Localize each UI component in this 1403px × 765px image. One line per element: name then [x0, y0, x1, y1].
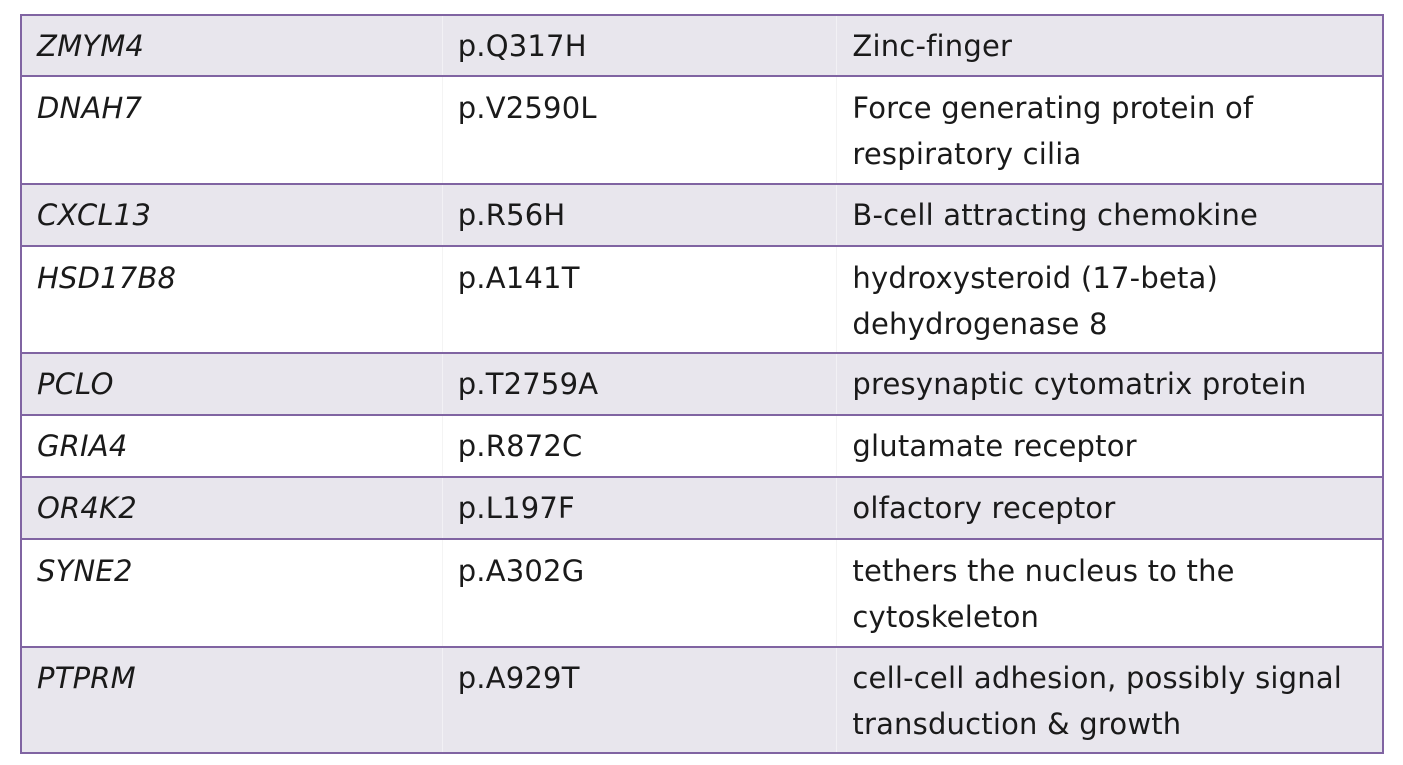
gene-cell: ZMYM4 [22, 16, 443, 75]
mutation-cell: p.A302G [443, 540, 838, 646]
table-row: SYNE2 p.A302G tethers the nucleus to the… [22, 540, 1382, 648]
table-row: OR4K2 p.L197F olfactory receptor [22, 478, 1382, 540]
table-row: PTPRM p.A929T cell-cell adhesion, possib… [22, 648, 1382, 752]
table-row: PCLO p.T2759A presynaptic cytomatrix pro… [22, 354, 1382, 416]
gene-cell: SYNE2 [22, 540, 443, 646]
mutation-cell: p.L197F [443, 478, 838, 538]
table-row: HSD17B8 p.A141T hydroxysteroid (17-beta)… [22, 247, 1382, 354]
mutation-cell: p.A929T [443, 648, 838, 752]
description-cell: presynaptic cytomatrix protein [852, 367, 1307, 401]
mutation-cell: p.V2590L [443, 77, 838, 183]
mutation-cell: p.T2759A [443, 354, 838, 414]
gene-cell: OR4K2 [22, 478, 443, 538]
table-row: DNAH7 p.V2590L Force generating protein … [22, 77, 1382, 185]
description-cell: B-cell attracting chemokine [852, 198, 1259, 232]
gene-cell: DNAH7 [22, 77, 443, 183]
mutation-cell: p.A141T [443, 247, 838, 352]
description-cell: Zinc-finger [852, 29, 1013, 63]
mutation-cell: p.R872C [443, 416, 838, 476]
gene-cell: HSD17B8 [22, 247, 443, 352]
description-cell: Force generating protein of respiratory … [852, 91, 1254, 171]
description-cell: olfactory receptor [852, 491, 1116, 525]
gene-cell: CXCL13 [22, 185, 443, 245]
description-cell: tethers the nucleus to the cytoskeleton [852, 554, 1235, 634]
table-row: CXCL13 p.R56H B-cell attracting chemokin… [22, 185, 1382, 247]
gene-cell: PTPRM [22, 648, 443, 752]
table-row: ZMYM4 p.Q317H Zinc-finger [22, 16, 1382, 77]
description-cell: glutamate receptor [852, 429, 1137, 463]
mutation-cell: p.Q317H [443, 16, 838, 75]
description-cell: cell-cell adhesion, possibly signal tran… [852, 661, 1343, 741]
gene-mutation-table: ZMYM4 p.Q317H Zinc-finger DNAH7 p.V2590L… [20, 14, 1384, 754]
gene-cell: GRIA4 [22, 416, 443, 476]
gene-cell: PCLO [22, 354, 443, 414]
mutation-cell: p.R56H [443, 185, 838, 245]
table-row: GRIA4 p.R872C glutamate receptor [22, 416, 1382, 478]
description-cell: hydroxysteroid (17-beta) dehydrogenase 8 [852, 261, 1219, 341]
